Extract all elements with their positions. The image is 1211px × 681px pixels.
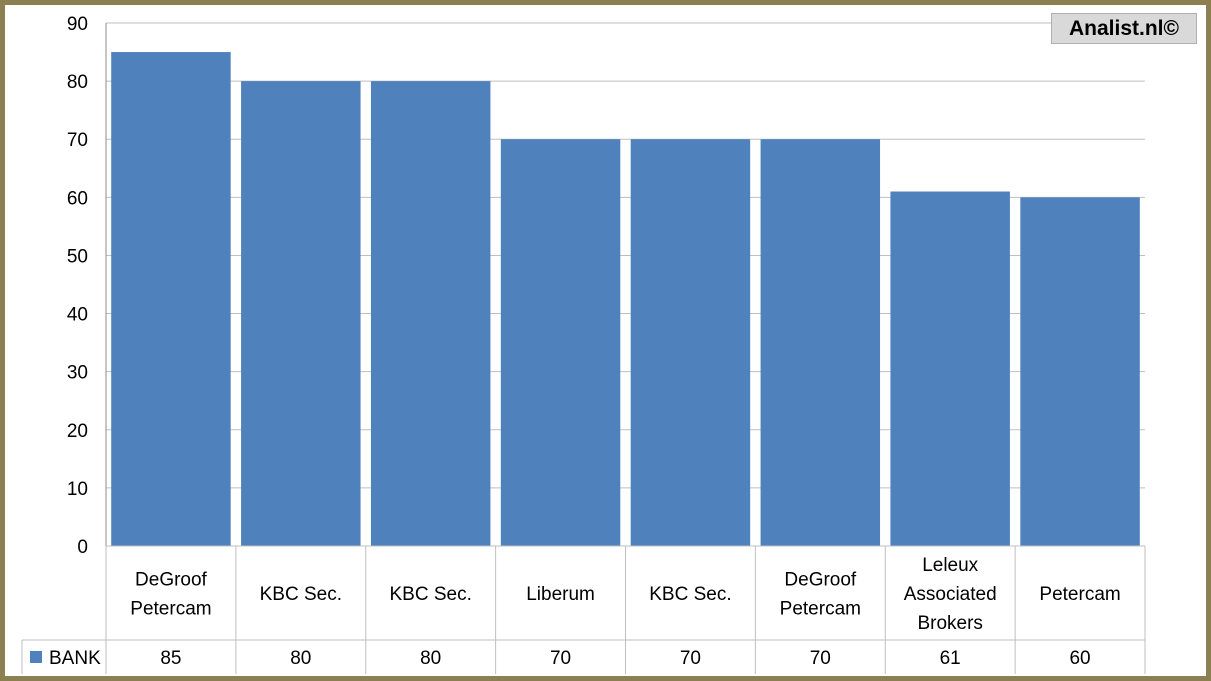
data-value-label: 85 [160, 648, 181, 669]
bar [370, 81, 491, 546]
bar [500, 139, 621, 546]
category-label: KBC Sec. [260, 584, 342, 605]
data-table: DeGroof Petercam KBC Sec. KBC Sec. Liberum KB… [21, 545, 1146, 674]
bar [111, 52, 231, 547]
category-label-line: KBC Sec. [390, 584, 472, 605]
data-value-label: 80 [290, 648, 311, 669]
data-value-label: 80 [420, 648, 441, 669]
category-label-line: Petercam [780, 599, 861, 620]
bars [111, 52, 1140, 547]
category-label-line: KBC Sec. [649, 584, 731, 605]
y-tick-label: 20 [67, 421, 88, 442]
category-label-line: Liberum [526, 584, 595, 605]
y-tick-label: 10 [67, 479, 88, 500]
y-tick-label: 60 [67, 188, 88, 209]
category-label-line: Brokers [917, 613, 982, 634]
category-label: Leleux Associated Brokers [904, 555, 997, 634]
data-value-label: 70 [810, 648, 831, 669]
y-tick-label: 40 [67, 305, 88, 326]
category-label: DeGroof Petercam [780, 570, 861, 620]
y-tick-label: 80 [67, 72, 88, 93]
category-label: Petercam [1039, 584, 1120, 605]
y-axis-ticks: 0 10 20 30 40 50 60 70 80 90 [67, 14, 88, 558]
category-label-line: Associated [904, 584, 997, 605]
category-label-line: Petercam [130, 599, 211, 620]
bar [890, 191, 1010, 546]
bar [1020, 197, 1140, 547]
category-label-line: DeGroof [135, 570, 208, 591]
category-label-line: KBC Sec. [260, 584, 342, 605]
category-label-line: DeGroof [784, 570, 857, 591]
data-value-label: 61 [940, 648, 961, 669]
y-tick-label: 90 [67, 14, 88, 35]
bar [630, 139, 751, 546]
category-label: DeGroof Petercam [130, 570, 211, 620]
y-tick-label: 0 [77, 537, 88, 558]
category-label-line: Leleux [922, 555, 978, 576]
data-value-label: 70 [550, 648, 571, 669]
category-label: Liberum [526, 584, 595, 605]
legend-swatch [30, 651, 42, 663]
category-label: KBC Sec. [649, 584, 731, 605]
data-value-label: 70 [680, 648, 701, 669]
watermark-logo: Analist.nl© [1051, 13, 1197, 44]
bar [760, 139, 881, 546]
legend-label: BANK [49, 648, 101, 669]
y-tick-label: 50 [67, 246, 88, 267]
data-value-label: 60 [1069, 648, 1090, 669]
category-label: KBC Sec. [390, 584, 472, 605]
bar [241, 81, 361, 546]
y-tick-label: 70 [67, 130, 88, 151]
category-label-line: Petercam [1039, 584, 1120, 605]
y-tick-label: 30 [67, 363, 88, 384]
